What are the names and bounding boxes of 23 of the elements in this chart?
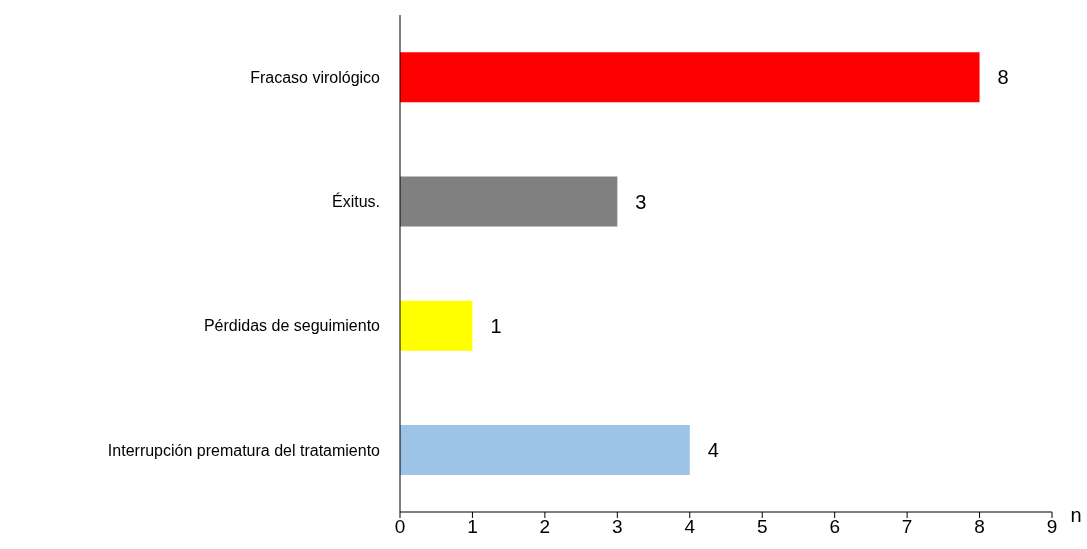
x-tick-label: 3 bbox=[612, 516, 623, 538]
y-tick-label: Éxitus. bbox=[331, 192, 380, 211]
bar bbox=[400, 425, 690, 476]
x-tick-label: 9 bbox=[1046, 516, 1058, 538]
x-tick-label: 6 bbox=[829, 516, 840, 538]
x-tick-label: 8 bbox=[974, 516, 985, 538]
data-label: 4 bbox=[707, 439, 719, 462]
y-tick-label: Fracaso virológico bbox=[250, 68, 381, 86]
bar bbox=[400, 300, 473, 351]
data-label: 3 bbox=[635, 190, 647, 213]
x-tick-label: 5 bbox=[756, 516, 768, 538]
y-tick-label: Interrupción prematura del tratamiento bbox=[107, 441, 381, 459]
bar bbox=[400, 176, 618, 227]
data-label: 8 bbox=[997, 66, 1009, 89]
x-tick-label: 4 bbox=[684, 516, 696, 538]
x-tick-label: 0 bbox=[394, 516, 406, 538]
x-tick-label: 7 bbox=[901, 516, 913, 538]
bar bbox=[400, 52, 980, 103]
y-tick-label: Pérdidas de seguimiento bbox=[203, 317, 381, 335]
x-tick-label: 1 bbox=[467, 516, 478, 538]
x-axis-title: n bbox=[1070, 504, 1082, 526]
x-tick-label: 2 bbox=[539, 516, 551, 538]
data-label: 1 bbox=[490, 314, 502, 337]
